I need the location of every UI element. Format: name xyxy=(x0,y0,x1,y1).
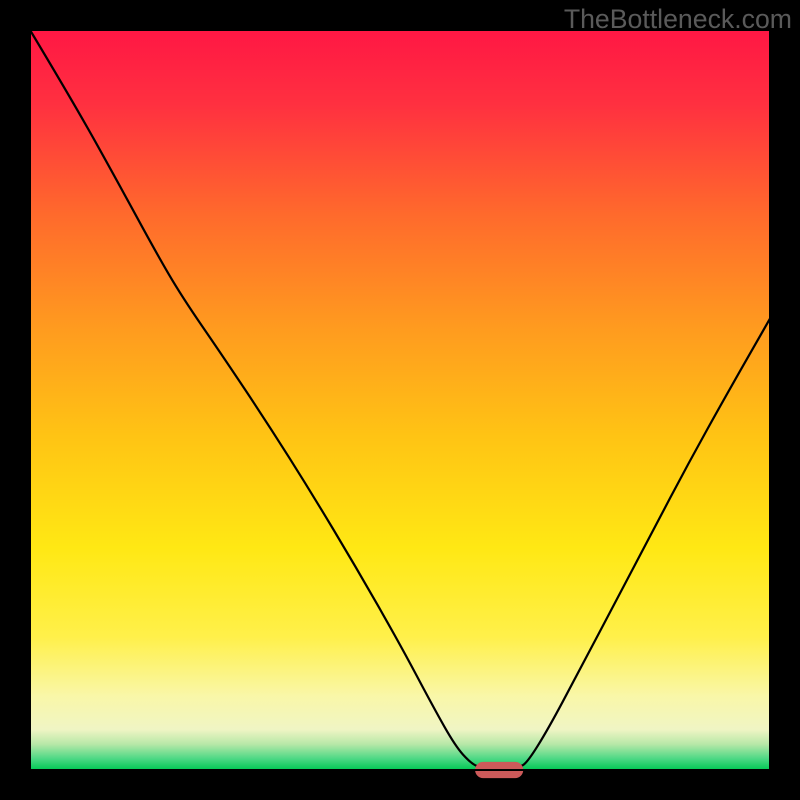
watermark-text: TheBottleneck.com xyxy=(564,4,792,35)
bottleneck-chart xyxy=(0,0,800,800)
gradient-background xyxy=(30,30,770,770)
chart-container: TheBottleneck.com xyxy=(0,0,800,800)
